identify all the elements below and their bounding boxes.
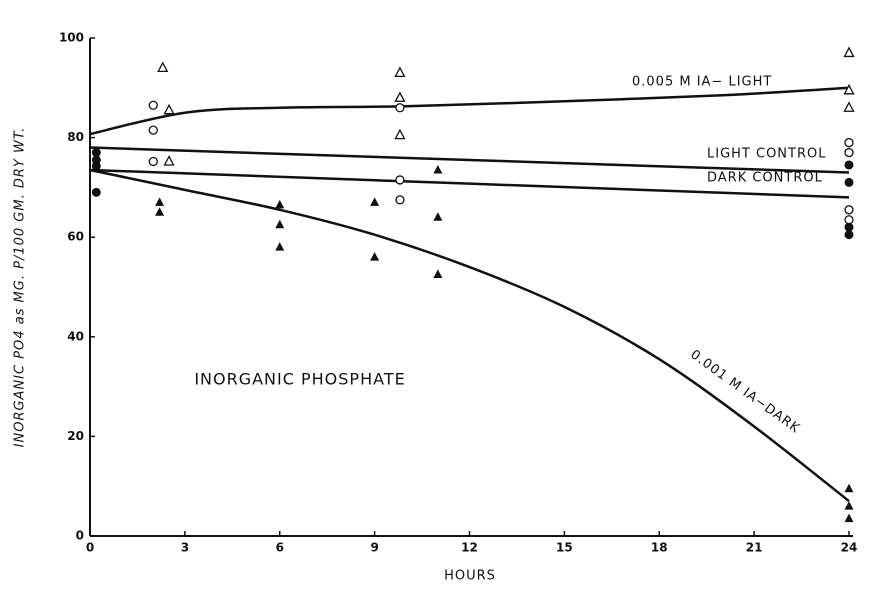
data-point [844,205,854,215]
x-tick-label: 15 [556,541,573,555]
annotation: LIGHT CONTROL [707,147,826,162]
data-point [275,199,285,209]
data-point [395,175,405,185]
data-point [433,164,443,174]
y-tick-label: 0 [76,529,84,543]
y-tick-label: 80 [67,130,84,144]
data-point [395,195,405,205]
data-point [370,197,380,206]
data-point [433,269,443,279]
x-tick-label: 24 [841,541,858,555]
data-point [148,100,158,110]
data-point [844,215,854,225]
annotation: 0.005 M IA− LIGHT [632,75,772,90]
fit-curve [89,146,850,174]
annotation: DARK CONTROL [707,171,823,186]
data-point [844,230,854,240]
y-tick-label: 100 [59,31,84,45]
data-point [91,187,101,197]
data-point [91,148,101,158]
y-tick-label: 20 [67,429,84,443]
data-point [163,155,175,166]
data-point [163,103,175,115]
data-point [843,83,855,95]
data-point [275,219,285,229]
y-axis-label: INORGANIC PO4 as MG. P/100 GM. DRY WT. [13,127,28,448]
data-point [395,103,405,113]
data-point [394,91,406,102]
data-point [844,483,854,493]
data-point [843,101,855,112]
data-point [844,160,854,170]
x-tick-label: 9 [370,541,378,555]
x-tick-label: 0 [86,541,94,555]
data-point [843,46,855,58]
y-tick-label: 60 [67,230,84,244]
data-point [275,242,285,251]
data-point [148,156,158,167]
x-tick-label: 3 [181,541,189,555]
data-point [394,128,406,140]
x-tick-label: 6 [276,541,284,555]
data-point [155,197,165,206]
annotation: INORGANIC PHOSPHATE [194,370,405,389]
x-tick-label: 12 [461,541,478,555]
x-axis-label: HOURS [444,569,496,584]
data-point [91,161,101,171]
x-tick-label: 21 [746,541,763,555]
data-point [157,61,169,73]
data-point [844,501,854,510]
data-point [155,207,165,216]
annotation: 0.001 M IA−DARK [687,347,802,436]
fit-curve [89,168,850,503]
data-point [844,147,854,158]
data-point [148,125,158,135]
data-point [394,66,406,78]
data-point [844,137,854,148]
data-point [844,222,854,232]
fit-curve [89,168,850,199]
data-point [433,212,443,221]
y-tick-label: 40 [67,329,84,343]
data-point [370,252,380,261]
data-point [844,177,854,187]
fit-curve [89,86,850,136]
data-point [844,513,854,523]
x-tick-label: 18 [651,541,668,555]
